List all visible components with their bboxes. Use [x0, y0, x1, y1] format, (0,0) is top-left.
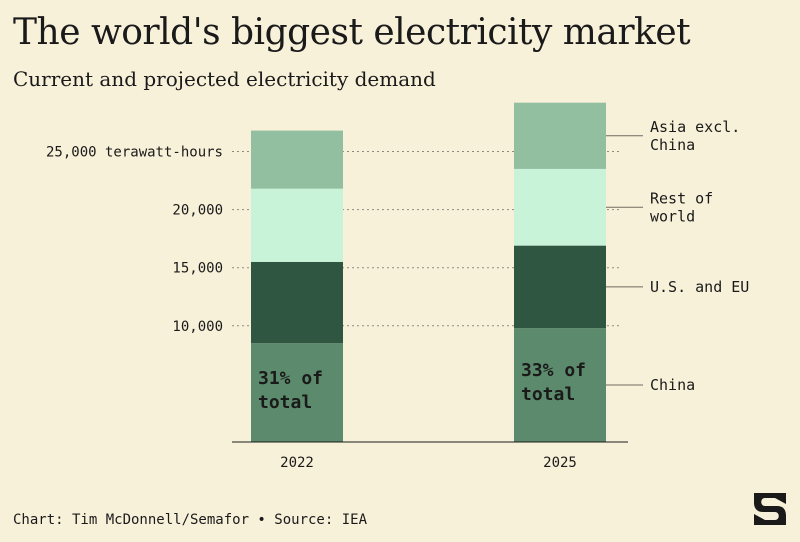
- x-tick-label: 2022: [280, 455, 314, 471]
- y-tick-label: 10,000: [172, 319, 223, 335]
- bar-segment: [251, 188, 343, 262]
- legend-label: China: [650, 136, 695, 154]
- bar-segment: [514, 168, 606, 246]
- chart-subtitle: Current and projected electricity demand: [13, 67, 436, 91]
- chart-credit: Chart: Tim McDonnell/Semafor • Source: I…: [13, 512, 368, 528]
- legend-label: Asia excl.: [650, 118, 740, 136]
- semafor-s-logo-icon: [754, 493, 786, 525]
- bar-segment: [251, 261, 343, 344]
- bar-segment: [251, 130, 343, 189]
- y-tick-label: 20,000: [172, 203, 223, 219]
- legend-label: China: [650, 376, 695, 394]
- bar-segment: [514, 328, 606, 442]
- legend-label: world: [650, 207, 695, 225]
- bar-segment: [251, 343, 343, 442]
- legend-label: Rest of: [650, 189, 713, 207]
- bar-segment: [514, 102, 606, 169]
- y-tick-label: 15,000: [172, 261, 223, 277]
- bar-annotation: total: [521, 384, 575, 405]
- bar-annotation: total: [258, 392, 312, 413]
- x-tick-label: 2025: [543, 455, 577, 471]
- bar-segment: [514, 245, 606, 329]
- legend-label: U.S. and EU: [650, 278, 749, 296]
- chart-title: The world's biggest electricity market: [13, 12, 691, 53]
- y-tick-label: 25,000 terawatt-hours: [46, 144, 223, 160]
- bar-annotation: 33% of: [521, 360, 586, 381]
- bar-annotation: 31% of: [258, 368, 323, 389]
